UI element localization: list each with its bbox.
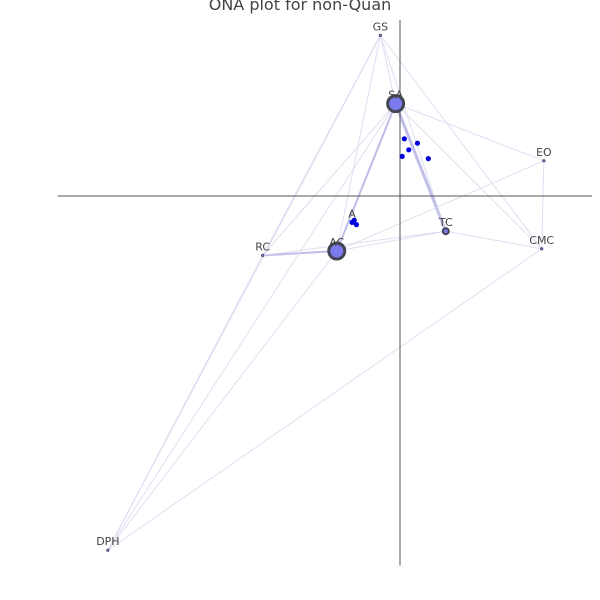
node-tc [441, 227, 450, 236]
node-label-rc: RC [255, 240, 270, 253]
data-point-1 [401, 136, 407, 142]
edge-sa-tc [394, 102, 448, 233]
edge-eo-ac [336, 160, 545, 252]
edge-gs-sa [379, 34, 397, 105]
node-sa [386, 94, 406, 114]
edge-sa-ac [335, 102, 397, 252]
edge-sa-cmc [395, 103, 543, 250]
node-label-tc: TC [438, 216, 453, 229]
node-dph [106, 548, 110, 552]
edge-gs-tc [379, 34, 447, 232]
data-point-7 [353, 222, 359, 228]
nodes-layer [106, 33, 546, 552]
node-label-sa: SA [388, 89, 403, 102]
node-gs [378, 33, 382, 38]
chart-title: ONA plot for non-Quan [208, 0, 392, 14]
edge-sa-eo [395, 103, 545, 162]
edge-dph-ac [107, 250, 338, 551]
node-cmc [540, 247, 544, 251]
edge-rc-tc [262, 230, 447, 256]
edge-dph-sa [107, 103, 397, 551]
edge-eo-cmc [541, 160, 545, 250]
labels-layer: GS SA EO TC CMC AC RC DPH A [96, 20, 554, 548]
data-point-8 [349, 219, 355, 225]
data-point-2 [414, 140, 421, 146]
node-label-a: A [348, 207, 356, 220]
node-label-eo: EO [536, 146, 552, 159]
edge-sa-rc [262, 103, 397, 256]
edge-tc-cmc [445, 230, 543, 250]
edge-gs-ac [336, 34, 381, 252]
edge-dph-cmc [107, 248, 543, 551]
edge-gs-cmc [379, 34, 543, 250]
node-label-dph: DPH [96, 535, 119, 548]
data-point-4 [399, 153, 405, 159]
edges-layer [107, 34, 545, 551]
data-point-5 [425, 156, 431, 162]
node-eo [542, 159, 546, 163]
node-label-gs: GS [373, 20, 389, 33]
points-layer [349, 136, 431, 228]
node-label-ac: AC [329, 236, 344, 249]
node-rc [261, 253, 265, 257]
edge-ac-tc [336, 230, 447, 252]
data-point-3 [406, 147, 412, 153]
node-ac [327, 241, 347, 261]
edge-dph-rc [107, 254, 264, 551]
node-label-cmc: CMC [529, 234, 554, 247]
axes-layer [57, 20, 592, 566]
